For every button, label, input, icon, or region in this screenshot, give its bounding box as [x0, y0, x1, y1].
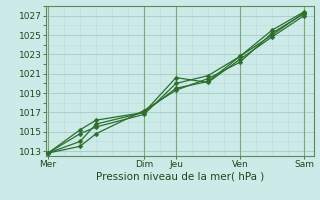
X-axis label: Pression niveau de la mer( hPa ): Pression niveau de la mer( hPa )	[96, 172, 264, 182]
